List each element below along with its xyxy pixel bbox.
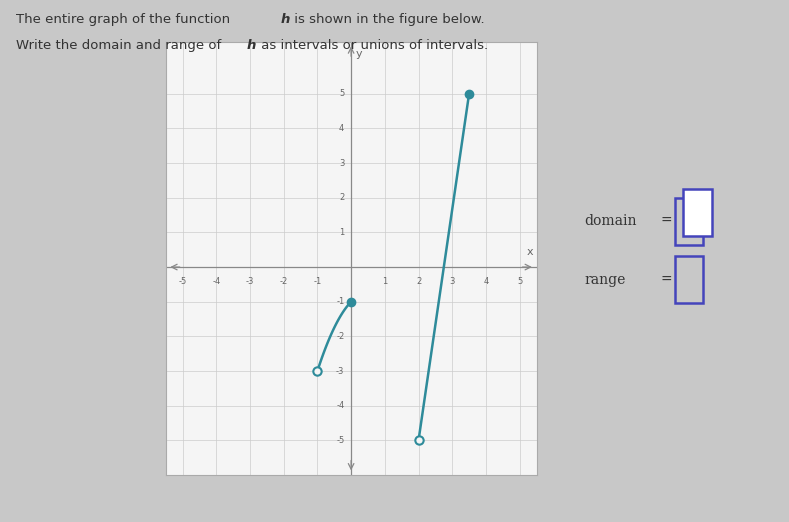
FancyBboxPatch shape (683, 189, 712, 236)
Text: range: range (585, 273, 626, 287)
Text: h: h (280, 13, 290, 26)
Text: -1: -1 (336, 297, 344, 306)
Text: -1: -1 (313, 278, 322, 287)
Text: 5: 5 (339, 89, 344, 98)
Text: -4: -4 (212, 278, 220, 287)
Text: -3: -3 (246, 278, 254, 287)
Text: 1: 1 (382, 278, 387, 287)
Text: domain: domain (585, 215, 637, 228)
Text: 4: 4 (339, 124, 344, 133)
Text: -5: -5 (336, 436, 344, 445)
Text: =: = (660, 215, 672, 228)
Text: 1: 1 (339, 228, 344, 237)
Text: y: y (356, 49, 363, 58)
Text: 3: 3 (450, 278, 455, 287)
Text: -2: -2 (279, 278, 288, 287)
Text: h: h (247, 39, 256, 52)
Text: -3: -3 (336, 366, 344, 375)
Text: is shown in the figure below.: is shown in the figure below. (290, 13, 485, 26)
Text: 3: 3 (339, 159, 344, 168)
Text: 2: 2 (339, 193, 344, 202)
Text: as intervals or unions of intervals.: as intervals or unions of intervals. (257, 39, 488, 52)
Text: -2: -2 (336, 332, 344, 341)
Text: 2: 2 (416, 278, 421, 287)
Text: Write the domain and range of: Write the domain and range of (16, 39, 226, 52)
Text: =: = (660, 273, 672, 287)
Text: 4: 4 (484, 278, 488, 287)
Text: -4: -4 (336, 401, 344, 410)
Text: 5: 5 (517, 278, 522, 287)
Text: The entire graph of the function: The entire graph of the function (16, 13, 234, 26)
Text: -5: -5 (178, 278, 187, 287)
Text: x: x (526, 247, 533, 257)
